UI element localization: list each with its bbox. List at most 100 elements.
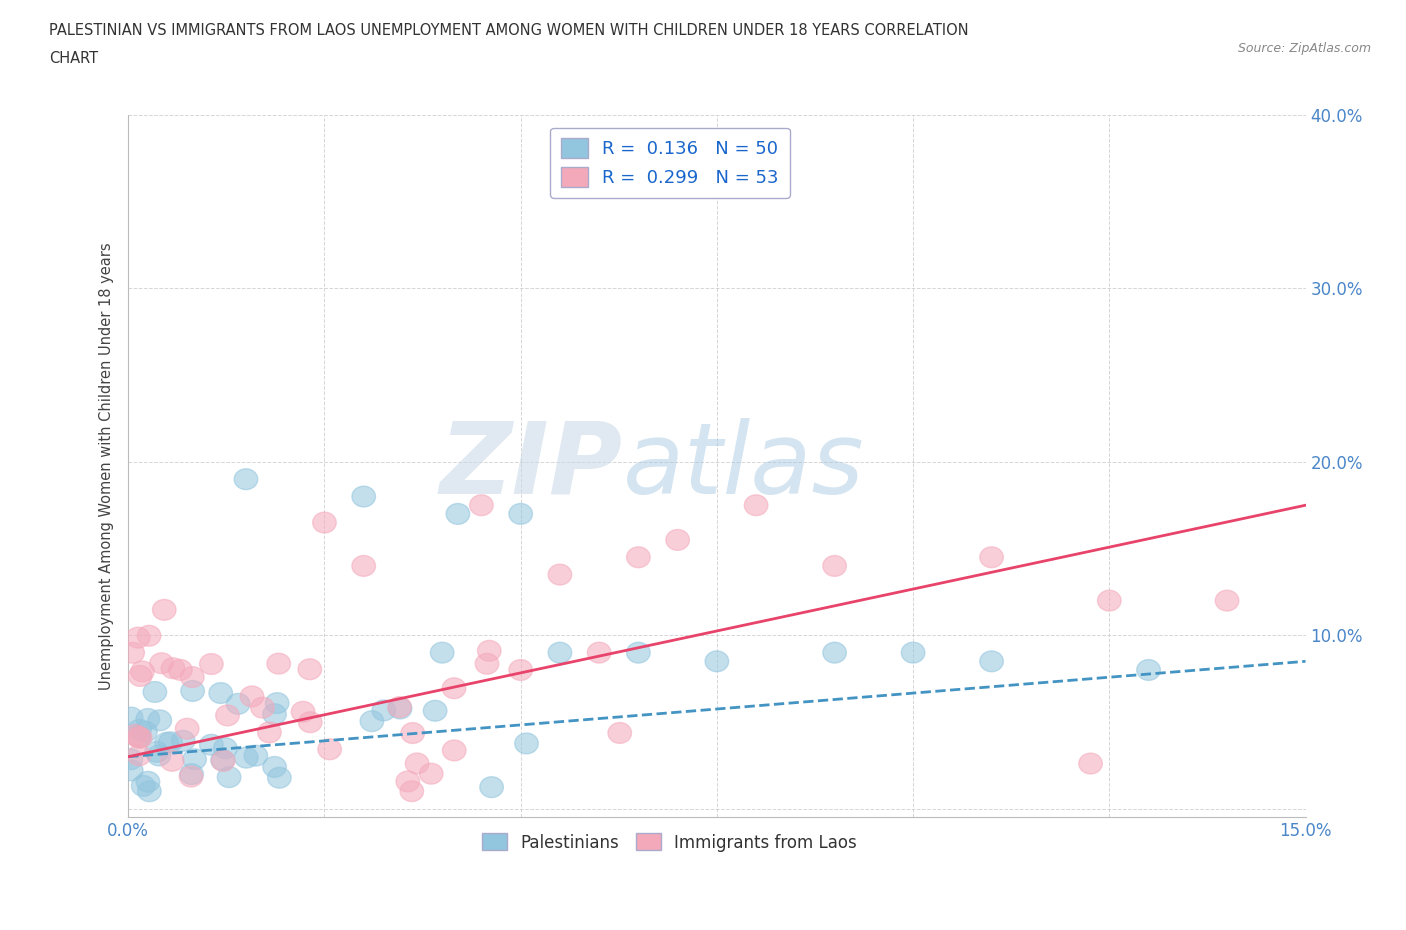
Ellipse shape xyxy=(360,711,384,732)
Text: atlas: atlas xyxy=(623,418,865,514)
Ellipse shape xyxy=(150,653,173,673)
Ellipse shape xyxy=(1137,659,1160,681)
Ellipse shape xyxy=(388,698,412,719)
Ellipse shape xyxy=(470,495,494,515)
Ellipse shape xyxy=(148,710,172,731)
Ellipse shape xyxy=(131,776,155,796)
Ellipse shape xyxy=(430,643,454,663)
Ellipse shape xyxy=(160,751,184,771)
Ellipse shape xyxy=(169,659,193,681)
Ellipse shape xyxy=(548,643,572,663)
Ellipse shape xyxy=(396,771,419,791)
Ellipse shape xyxy=(515,733,538,754)
Ellipse shape xyxy=(211,750,235,771)
Ellipse shape xyxy=(443,740,465,761)
Ellipse shape xyxy=(159,732,183,752)
Ellipse shape xyxy=(478,641,501,661)
Ellipse shape xyxy=(214,737,238,759)
Ellipse shape xyxy=(180,667,204,687)
Ellipse shape xyxy=(263,756,287,777)
Ellipse shape xyxy=(706,651,728,671)
Ellipse shape xyxy=(373,700,395,721)
Ellipse shape xyxy=(181,681,204,701)
Ellipse shape xyxy=(627,643,650,663)
Ellipse shape xyxy=(1215,591,1239,611)
Ellipse shape xyxy=(124,724,148,745)
Ellipse shape xyxy=(401,723,425,743)
Ellipse shape xyxy=(352,555,375,577)
Ellipse shape xyxy=(443,678,465,698)
Text: CHART: CHART xyxy=(49,51,98,66)
Ellipse shape xyxy=(136,709,160,729)
Ellipse shape xyxy=(120,749,142,770)
Ellipse shape xyxy=(162,658,184,679)
Ellipse shape xyxy=(388,697,412,717)
Ellipse shape xyxy=(127,727,150,748)
Text: PALESTINIAN VS IMMIGRANTS FROM LAOS UNEMPLOYMENT AMONG WOMEN WITH CHILDREN UNDER: PALESTINIAN VS IMMIGRANTS FROM LAOS UNEM… xyxy=(49,23,969,38)
Ellipse shape xyxy=(245,745,267,766)
Ellipse shape xyxy=(1078,753,1102,774)
Ellipse shape xyxy=(143,682,167,702)
Ellipse shape xyxy=(128,727,152,748)
Ellipse shape xyxy=(250,698,274,718)
Ellipse shape xyxy=(211,751,235,771)
Legend: Palestinians, Immigrants from Laos: Palestinians, Immigrants from Laos xyxy=(475,827,863,858)
Ellipse shape xyxy=(980,651,1004,671)
Ellipse shape xyxy=(479,777,503,798)
Ellipse shape xyxy=(475,654,499,674)
Ellipse shape xyxy=(666,529,689,551)
Text: Source: ZipAtlas.com: Source: ZipAtlas.com xyxy=(1237,42,1371,55)
Ellipse shape xyxy=(291,701,315,723)
Ellipse shape xyxy=(235,469,257,489)
Ellipse shape xyxy=(267,653,291,674)
Ellipse shape xyxy=(240,686,264,707)
Ellipse shape xyxy=(134,722,157,742)
Ellipse shape xyxy=(352,486,375,507)
Ellipse shape xyxy=(446,503,470,525)
Ellipse shape xyxy=(980,547,1004,567)
Ellipse shape xyxy=(180,766,202,787)
Ellipse shape xyxy=(176,718,200,739)
Ellipse shape xyxy=(1098,591,1121,611)
Ellipse shape xyxy=(423,700,447,721)
Ellipse shape xyxy=(200,735,224,755)
Ellipse shape xyxy=(298,711,322,733)
Ellipse shape xyxy=(172,730,195,751)
Ellipse shape xyxy=(200,654,224,674)
Ellipse shape xyxy=(218,766,240,788)
Ellipse shape xyxy=(152,600,176,620)
Ellipse shape xyxy=(257,722,281,743)
Ellipse shape xyxy=(127,627,150,648)
Ellipse shape xyxy=(627,547,650,567)
Ellipse shape xyxy=(148,745,170,766)
Ellipse shape xyxy=(744,495,768,515)
Ellipse shape xyxy=(509,659,533,681)
Ellipse shape xyxy=(128,666,152,686)
Ellipse shape xyxy=(823,555,846,577)
Ellipse shape xyxy=(318,738,342,760)
Ellipse shape xyxy=(120,760,143,781)
Ellipse shape xyxy=(138,625,160,646)
Ellipse shape xyxy=(131,661,155,682)
Ellipse shape xyxy=(588,643,612,663)
Text: ZIP: ZIP xyxy=(440,418,623,514)
Ellipse shape xyxy=(607,723,631,743)
Ellipse shape xyxy=(136,771,160,792)
Ellipse shape xyxy=(267,767,291,788)
Ellipse shape xyxy=(128,719,152,740)
Ellipse shape xyxy=(120,707,143,728)
Ellipse shape xyxy=(183,749,207,770)
Ellipse shape xyxy=(548,565,572,585)
Ellipse shape xyxy=(419,764,443,784)
Ellipse shape xyxy=(401,781,423,802)
Ellipse shape xyxy=(266,693,288,713)
Ellipse shape xyxy=(215,705,239,725)
Y-axis label: Unemployment Among Women with Children Under 18 years: Unemployment Among Women with Children U… xyxy=(100,243,114,690)
Ellipse shape xyxy=(180,764,204,785)
Ellipse shape xyxy=(263,704,287,724)
Ellipse shape xyxy=(901,643,925,663)
Ellipse shape xyxy=(145,741,169,763)
Ellipse shape xyxy=(138,781,162,802)
Ellipse shape xyxy=(405,753,429,774)
Ellipse shape xyxy=(127,726,150,747)
